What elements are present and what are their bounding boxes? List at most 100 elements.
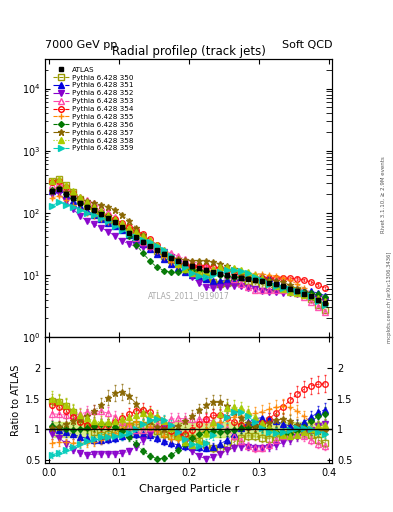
- Pythia 6.428 354: [78, 197, 83, 203]
- Pythia 6.428 351: [141, 241, 145, 247]
- Pythia 6.428 359: [113, 223, 118, 229]
- Pythia 6.428 353: [225, 272, 230, 278]
- Pythia 6.428 354: [57, 178, 62, 184]
- Pythia 6.428 358: [309, 293, 314, 300]
- Pythia 6.428 351: [253, 272, 257, 279]
- ATLAS: [127, 229, 132, 236]
- Line: Pythia 6.428 356: Pythia 6.428 356: [50, 186, 327, 299]
- Pythia 6.428 355: [316, 295, 320, 302]
- X-axis label: Charged Particle r: Charged Particle r: [138, 484, 239, 494]
- Pythia 6.428 359: [106, 219, 110, 225]
- Line: Pythia 6.428 350: Pythia 6.428 350: [50, 177, 328, 313]
- Pythia 6.428 354: [71, 190, 75, 197]
- Pythia 6.428 355: [64, 197, 68, 203]
- Pythia 6.428 358: [148, 237, 152, 243]
- Pythia 6.428 356: [190, 267, 195, 273]
- Pythia 6.428 356: [183, 267, 187, 273]
- Pythia 6.428 358: [106, 212, 110, 218]
- Pythia 6.428 353: [211, 266, 215, 272]
- Pythia 6.428 350: [218, 281, 222, 287]
- Pythia 6.428 358: [204, 268, 209, 274]
- Pythia 6.428 351: [92, 212, 97, 218]
- Pythia 6.428 358: [155, 242, 160, 248]
- Pythia 6.428 357: [64, 188, 68, 195]
- Pythia 6.428 355: [50, 195, 55, 201]
- Text: 7000 GeV pp: 7000 GeV pp: [45, 40, 118, 50]
- Pythia 6.428 357: [134, 225, 138, 231]
- Pythia 6.428 358: [57, 176, 62, 182]
- Pythia 6.428 354: [190, 263, 195, 269]
- Pythia 6.428 351: [99, 216, 103, 222]
- ATLAS: [162, 250, 167, 257]
- Pythia 6.428 359: [183, 264, 187, 270]
- Pythia 6.428 352: [50, 190, 55, 197]
- Pythia 6.428 353: [253, 287, 257, 293]
- Pythia 6.428 350: [78, 196, 83, 202]
- Pythia 6.428 352: [85, 218, 90, 224]
- Pythia 6.428 352: [295, 291, 299, 297]
- Pythia 6.428 352: [148, 245, 152, 251]
- Pythia 6.428 356: [316, 291, 320, 297]
- Pythia 6.428 351: [106, 220, 110, 226]
- Pythia 6.428 352: [71, 206, 75, 212]
- Pythia 6.428 356: [120, 225, 125, 231]
- Pythia 6.428 359: [120, 227, 125, 233]
- Pythia 6.428 352: [253, 286, 257, 292]
- Pythia 6.428 355: [246, 270, 250, 276]
- Pythia 6.428 357: [239, 270, 244, 276]
- Pythia 6.428 358: [197, 270, 202, 276]
- Pythia 6.428 350: [85, 202, 90, 208]
- ATLAS: [106, 215, 110, 221]
- ATLAS: [288, 286, 292, 292]
- Text: ATLAS_2011_I919017: ATLAS_2011_I919017: [148, 291, 230, 300]
- Pythia 6.428 357: [288, 282, 292, 288]
- Pythia 6.428 358: [92, 203, 97, 209]
- Pythia 6.428 350: [288, 286, 292, 292]
- Pythia 6.428 357: [57, 185, 62, 191]
- Pythia 6.428 355: [267, 272, 272, 278]
- Pythia 6.428 357: [99, 202, 103, 208]
- Pythia 6.428 354: [295, 276, 299, 282]
- Pythia 6.428 353: [246, 284, 250, 290]
- Pythia 6.428 359: [239, 268, 244, 274]
- Line: Pythia 6.428 357: Pythia 6.428 357: [49, 184, 329, 307]
- Pythia 6.428 353: [162, 247, 167, 253]
- Pythia 6.428 359: [295, 288, 299, 294]
- Pythia 6.428 352: [176, 260, 180, 266]
- Pythia 6.428 357: [113, 207, 118, 213]
- ATLAS: [50, 188, 55, 195]
- Pythia 6.428 356: [64, 190, 68, 197]
- Pythia 6.428 354: [106, 213, 110, 219]
- ATLAS: [204, 267, 209, 273]
- Pythia 6.428 358: [267, 279, 272, 285]
- Pythia 6.428 352: [106, 228, 110, 234]
- Pythia 6.428 357: [190, 258, 195, 264]
- Line: Pythia 6.428 353: Pythia 6.428 353: [50, 180, 328, 314]
- Pythia 6.428 357: [92, 200, 97, 206]
- Pythia 6.428 355: [127, 227, 132, 233]
- Pythia 6.428 350: [295, 287, 299, 293]
- Pythia 6.428 355: [190, 266, 195, 272]
- Pythia 6.428 351: [78, 203, 83, 209]
- Text: mcplots.cern.ch [arXiv:1306.3436]: mcplots.cern.ch [arXiv:1306.3436]: [387, 251, 391, 343]
- Pythia 6.428 351: [218, 278, 222, 284]
- Pythia 6.428 351: [239, 274, 244, 280]
- Pythia 6.428 351: [225, 276, 230, 283]
- Pythia 6.428 353: [232, 276, 237, 282]
- Pythia 6.428 355: [71, 202, 75, 208]
- Pythia 6.428 358: [260, 275, 264, 281]
- Pythia 6.428 359: [57, 199, 62, 205]
- Pythia 6.428 358: [274, 283, 279, 289]
- Pythia 6.428 352: [197, 280, 202, 286]
- Pythia 6.428 351: [120, 227, 125, 233]
- Pythia 6.428 353: [267, 287, 272, 293]
- Text: Rivet 3.1.10, ≥ 2.9M events: Rivet 3.1.10, ≥ 2.9M events: [381, 156, 386, 233]
- Pythia 6.428 354: [134, 227, 138, 233]
- Pythia 6.428 358: [295, 290, 299, 296]
- Pythia 6.428 358: [71, 188, 75, 194]
- Pythia 6.428 354: [141, 231, 145, 238]
- Pythia 6.428 357: [302, 290, 307, 296]
- Pythia 6.428 350: [323, 307, 327, 313]
- Pythia 6.428 354: [309, 279, 314, 285]
- ATLAS: [246, 275, 250, 282]
